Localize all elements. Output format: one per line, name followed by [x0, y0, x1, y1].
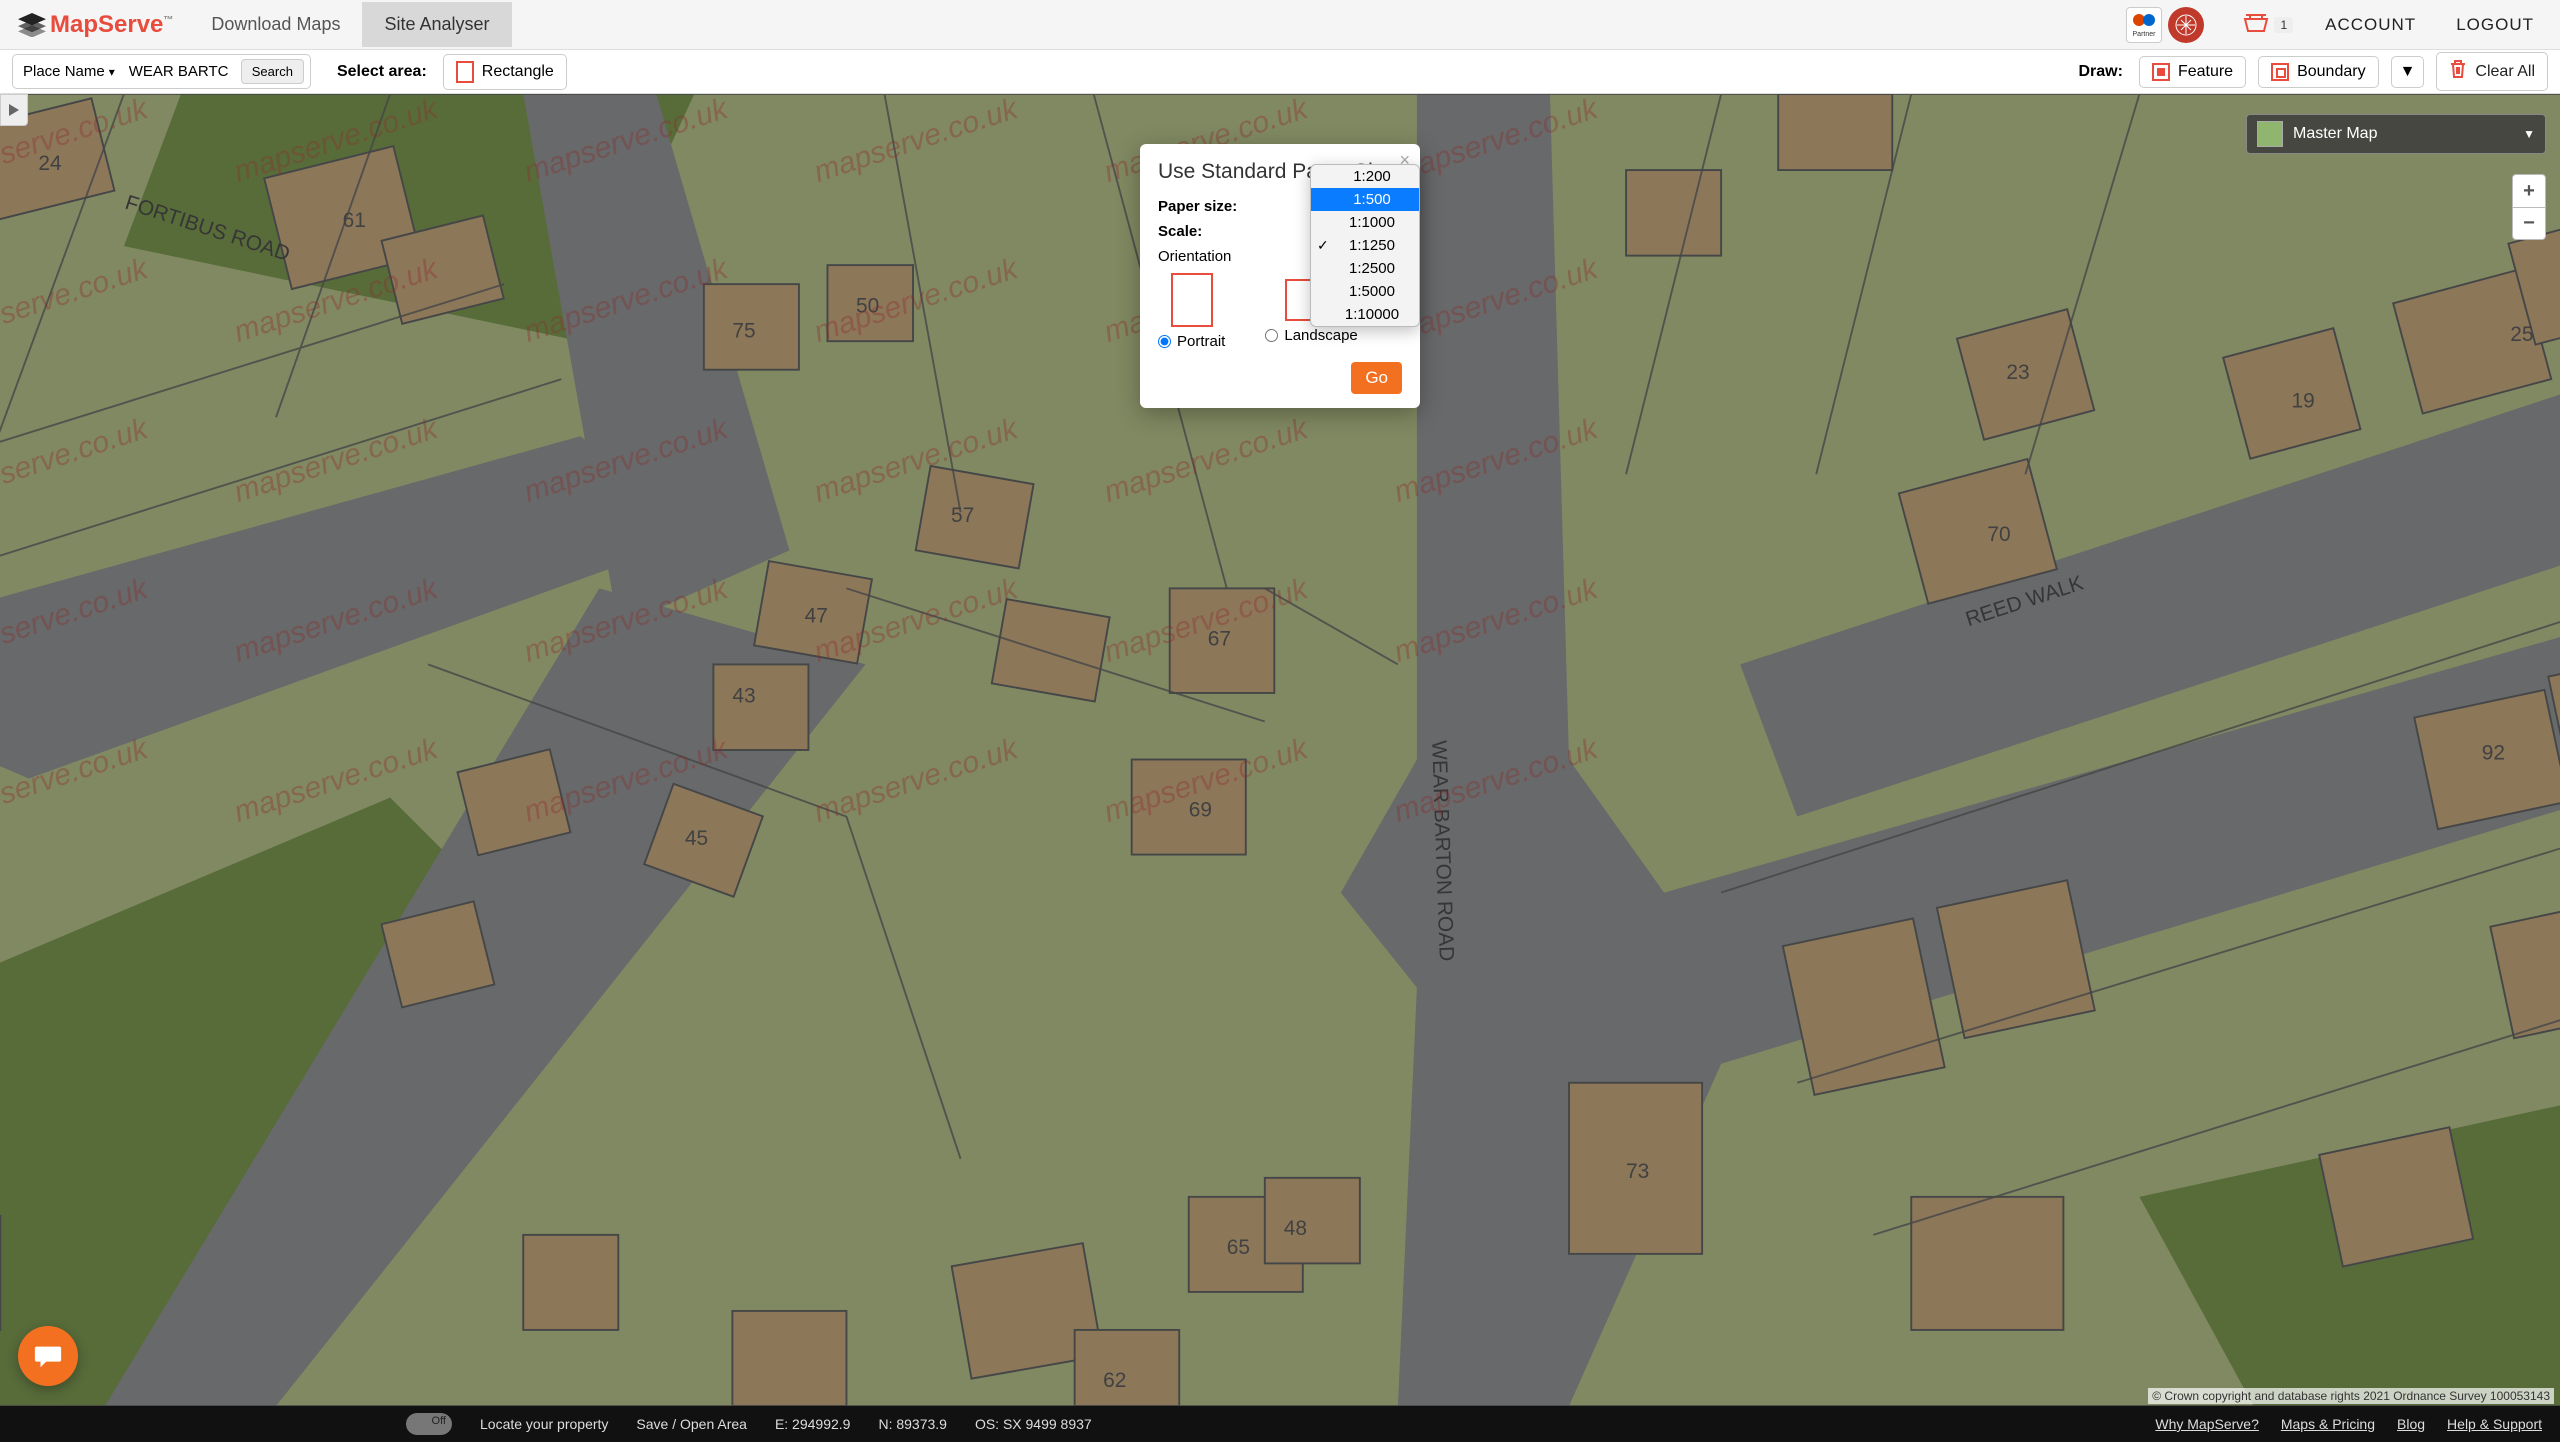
search-group: Place Name Search [12, 54, 311, 89]
orientation-label: Orientation [1158, 248, 1231, 265]
boundary-tool-button[interactable]: Boundary [2258, 56, 2379, 88]
clear-all-label: Clear All [2475, 63, 2535, 81]
save-open-area[interactable]: Save / Open Area [636, 1416, 747, 1432]
scale-label: Scale: [1158, 223, 1248, 240]
zoom-in-button[interactable]: + [2513, 175, 2545, 207]
brand-text: MapServe™ [50, 11, 173, 39]
layer-thumbnail-icon [2257, 121, 2283, 147]
feature-tool-button[interactable]: Feature [2139, 56, 2246, 88]
svg-text:67: 67 [1208, 627, 1231, 650]
zoom-out-button[interactable]: − [2513, 207, 2545, 239]
logo-stack-icon [18, 13, 46, 37]
svg-text:57: 57 [951, 504, 974, 527]
search-input[interactable] [125, 61, 235, 82]
basket-icon [2242, 11, 2270, 38]
sidebar-expand-button[interactable] [0, 94, 28, 126]
rectangle-label: Rectangle [482, 63, 554, 81]
paper-size-label: Paper size: [1158, 198, 1248, 215]
clear-all-button[interactable]: Clear All [2436, 52, 2548, 91]
cart-count: 1 [2274, 17, 2293, 33]
rectangle-tool-button[interactable]: Rectangle [443, 54, 567, 90]
svg-text:62: 62 [1103, 1369, 1126, 1392]
footer-bar: Locate your property Save / Open Area E:… [0, 1406, 2560, 1442]
svg-text:23: 23 [2006, 361, 2029, 384]
map-canvas[interactable]: FORTIBUS ROAD WEAR BARTON ROAD REED WALK… [0, 94, 2560, 1406]
footer-pricing-link[interactable]: Maps & Pricing [2281, 1416, 2375, 1432]
svg-text:75: 75 [732, 319, 755, 342]
landscape-label: Landscape [1265, 327, 1357, 344]
svg-text:48: 48 [1284, 1217, 1307, 1240]
search-mode-select[interactable]: Place Name [19, 61, 119, 82]
landscape-radio[interactable] [1265, 329, 1278, 342]
tab-site-analyser[interactable]: Site Analyser [362, 2, 511, 47]
svg-text:70: 70 [1987, 523, 2010, 546]
coord-os: OS: SX 9499 8937 [975, 1416, 1092, 1432]
account-link[interactable]: ACCOUNT [2325, 15, 2416, 35]
scale-option[interactable]: 1:500 [1311, 188, 1419, 211]
orientation-portrait[interactable]: Portrait [1158, 273, 1225, 350]
svg-text:43: 43 [732, 684, 755, 707]
coord-northing: N: 89373.9 [878, 1416, 947, 1432]
accreditation-badge-icon [2168, 7, 2204, 43]
footer-links: Why MapServe? Maps & Pricing Blog Help &… [2155, 1416, 2542, 1432]
zoom-control: + − [2512, 174, 2546, 240]
svg-text:50: 50 [856, 295, 879, 318]
portrait-shape-icon [1171, 273, 1213, 327]
svg-text:19: 19 [2292, 390, 2315, 413]
go-button[interactable]: Go [1351, 362, 1402, 394]
brand-logo[interactable]: MapServe™ [10, 11, 181, 39]
scale-option[interactable]: 1:5000 [1311, 280, 1419, 303]
svg-text:69: 69 [1189, 799, 1212, 822]
search-button[interactable]: Search [241, 59, 304, 84]
footer-blog-link[interactable]: Blog [2397, 1416, 2425, 1432]
footer-help-link[interactable]: Help & Support [2447, 1416, 2542, 1432]
boundary-label: Boundary [2297, 63, 2366, 81]
cart[interactable]: 1 [2242, 11, 2293, 38]
svg-text:92: 92 [2482, 742, 2505, 765]
partner-badges: Partner [2126, 7, 2204, 43]
portrait-label: Portrait [1158, 333, 1225, 350]
svg-text:Partner: Partner [2133, 31, 2157, 38]
logout-link[interactable]: LOGOUT [2456, 15, 2534, 35]
toolbar: Place Name Search Select area: Rectangle… [0, 50, 2560, 94]
trash-icon [2449, 59, 2467, 84]
chevron-down-icon: ▼ [2523, 127, 2535, 141]
svg-text:24: 24 [38, 152, 62, 175]
svg-text:61: 61 [343, 209, 366, 232]
svg-text:73: 73 [1626, 1160, 1649, 1183]
scale-option[interactable]: 1:2500 [1311, 257, 1419, 280]
coord-easting: E: 294992.9 [775, 1416, 851, 1432]
scale-option[interactable]: 1:200 [1311, 165, 1419, 188]
header-links: ACCOUNT LOGOUT [2325, 15, 2550, 35]
chat-icon [33, 1341, 63, 1371]
chat-launcher-button[interactable] [18, 1326, 78, 1386]
draw-label: Draw: [2078, 63, 2122, 81]
draw-more-dropdown[interactable]: ▼ [2391, 56, 2425, 88]
boundary-icon [2271, 63, 2289, 81]
app-header: MapServe™ Download Maps Site Analyser Pa… [0, 0, 2560, 50]
svg-text:45: 45 [685, 827, 708, 850]
locate-toggle[interactable] [406, 1413, 452, 1435]
feature-icon [2152, 63, 2170, 81]
feature-label: Feature [2178, 63, 2233, 81]
scale-option[interactable]: 1:1250 [1311, 234, 1419, 257]
svg-text:65: 65 [1227, 1236, 1250, 1259]
svg-text:47: 47 [805, 605, 828, 628]
locate-label: Locate your property [480, 1416, 608, 1432]
layer-name: Master Map [2293, 125, 2513, 143]
tab-download-maps[interactable]: Download Maps [189, 2, 362, 47]
svg-text:25: 25 [2510, 323, 2533, 346]
scale-option[interactable]: 1:10000 [1311, 303, 1419, 326]
map-attribution: © Crown copyright and database rights 20… [2148, 1388, 2554, 1404]
select-area-label: Select area: [337, 63, 427, 81]
os-partner-badge-icon: Partner [2126, 7, 2162, 43]
portrait-radio[interactable] [1158, 335, 1171, 348]
scale-dropdown[interactable]: 1:2001:5001:10001:12501:25001:50001:1000… [1310, 164, 1420, 327]
footer-why-link[interactable]: Why MapServe? [2155, 1416, 2258, 1432]
nav-tabs: Download Maps Site Analyser [189, 2, 511, 47]
layer-selector[interactable]: Master Map ▼ [2246, 114, 2546, 154]
rectangle-icon [456, 61, 474, 83]
scale-option[interactable]: 1:1000 [1311, 211, 1419, 234]
